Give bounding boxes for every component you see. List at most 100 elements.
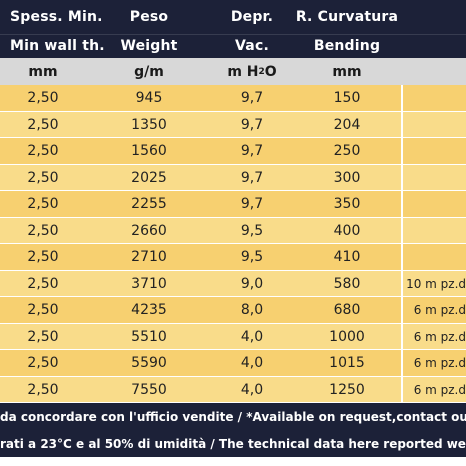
- cell-vacuum: 9,7: [212, 165, 292, 192]
- cell-packing-value: 6 m pz.d: [413, 329, 466, 344]
- cell-vacuum: 9,5: [212, 244, 292, 271]
- cell-wall-thickness: 2,50: [0, 324, 86, 351]
- cell-vacuum-value: 4,0: [240, 381, 264, 398]
- table-row: 2,50 2025 9,7 300: [0, 164, 466, 192]
- cell-bending-radius-value: 300: [333, 169, 361, 186]
- cell-vacuum-value: 9,0: [240, 275, 264, 292]
- cell-packing: 6 m pz.d: [402, 350, 466, 377]
- cell-wall-thickness-value: 2,50: [27, 116, 59, 133]
- cell-packing: [402, 218, 466, 245]
- cell-weight: 2025: [86, 165, 212, 192]
- cell-wall-thickness-value: 2,50: [27, 196, 59, 213]
- cell-wall-thickness: 2,50: [0, 244, 86, 271]
- cell-weight-value: 7550: [131, 381, 167, 398]
- header-bending-en: Bending: [313, 38, 381, 54]
- cell-wall-thickness-value: 2,50: [27, 249, 59, 266]
- column-divider: [401, 85, 403, 404]
- bottom-margin: [0, 457, 466, 466]
- cell-weight-value: 2660: [131, 222, 167, 239]
- cell-weight: 945: [86, 85, 212, 112]
- cell-weight: 2255: [86, 191, 212, 218]
- cell-bending-radius-value: 1015: [329, 355, 365, 372]
- cell-bending-radius-value: 150: [333, 90, 361, 107]
- cell-bending-radius: 400: [292, 218, 402, 245]
- cell-bending-radius-value: 400: [333, 222, 361, 239]
- cell-vacuum: 9,7: [212, 85, 292, 112]
- cell-vacuum: 4,0: [212, 350, 292, 377]
- cell-wall-thickness-value: 2,50: [27, 275, 59, 292]
- cell-weight: 1350: [86, 112, 212, 139]
- cell-wall-thickness-value: 2,50: [27, 90, 59, 107]
- cell-bending-radius-value: 580: [333, 275, 361, 292]
- table-row: 2,50 2255 9,7 350: [0, 191, 466, 218]
- cell-vacuum-value: 9,5: [240, 222, 264, 239]
- table-row: 2,50 945 9,7 150: [0, 85, 466, 112]
- cell-wall-thickness: 2,50: [0, 271, 86, 298]
- cell-vacuum: 9,0: [212, 271, 292, 298]
- cell-weight: 7550: [86, 377, 212, 404]
- cell-vacuum: 9,7: [212, 191, 292, 218]
- cell-bending-radius: 150: [292, 85, 402, 112]
- cell-bending-radius: 1015: [292, 350, 402, 377]
- cell-packing-value: 6 m pz.d: [413, 356, 466, 371]
- cell-wall-thickness: 2,50: [0, 297, 86, 324]
- cell-wall-thickness-value: 2,50: [27, 302, 59, 319]
- cell-packing: [402, 191, 466, 218]
- cell-weight: 2710: [86, 244, 212, 271]
- table-row: 2,50 7550 4,0 1250 6 m pz.d: [0, 376, 466, 404]
- cell-vacuum-value: 9,5: [240, 249, 264, 266]
- cell-bending-radius-value: 204: [333, 116, 361, 133]
- cell-bending-radius: 1000: [292, 324, 402, 351]
- cell-wall-thickness-value: 2,50: [27, 143, 59, 160]
- table-row: 2,50 2660 9,5 400: [0, 217, 466, 245]
- table-row: 2,50 1350 9,7 204: [0, 111, 466, 139]
- cell-wall-thickness: 2,50: [0, 377, 86, 404]
- cell-vacuum-value: 9,7: [240, 90, 264, 107]
- cell-weight: 5510: [86, 324, 212, 351]
- cell-wall-thickness-value: 2,50: [27, 381, 59, 398]
- cell-bending-radius-value: 410: [333, 249, 361, 266]
- cell-wall-thickness-value: 2,50: [27, 222, 59, 239]
- cell-weight-value: 5510: [131, 328, 167, 345]
- cell-weight: 2660: [86, 218, 212, 245]
- cell-packing-value: 6 m pz.d: [413, 303, 466, 318]
- cell-wall-thickness: 2,50: [0, 165, 86, 192]
- cell-bending-radius: 350: [292, 191, 402, 218]
- header-wall-thickness-en: Min wall th.: [10, 38, 105, 54]
- header-weight-en: Weight: [120, 38, 178, 54]
- cell-weight-value: 5590: [131, 355, 167, 372]
- cell-weight-value: 945: [135, 90, 163, 107]
- cell-bending-radius: 300: [292, 165, 402, 192]
- header-bending-it: R. Curvatura: [295, 9, 399, 25]
- header-wall-thickness-it: Spess. Min.: [10, 9, 103, 25]
- cell-weight-value: 2255: [131, 196, 167, 213]
- table-row: 2,50 5590 4,0 1015 6 m pz.d: [0, 350, 466, 377]
- footnote-test-conditions-text: rati a 23°C e al 50% di umidità / The te…: [0, 436, 466, 451]
- table-row: 2,50 1560 9,7 250: [0, 138, 466, 165]
- cell-weight-value: 2710: [131, 249, 167, 266]
- cell-wall-thickness-value: 2,50: [27, 169, 59, 186]
- cell-vacuum: 9,7: [212, 138, 292, 165]
- cell-wall-thickness: 2,50: [0, 218, 86, 245]
- cell-packing: [402, 244, 466, 271]
- cell-vacuum-value: 8,0: [240, 302, 264, 319]
- cell-packing: 6 m pz.d: [402, 377, 466, 404]
- cell-vacuum-value: 9,7: [240, 196, 264, 213]
- cell-wall-thickness: 2,50: [0, 191, 86, 218]
- header-vacuum-it: Depr.: [230, 9, 274, 25]
- cell-wall-thickness: 2,50: [0, 85, 86, 112]
- cell-weight: 3710: [86, 271, 212, 298]
- unit-weight: g/m: [134, 63, 164, 80]
- unit-wall-thickness: mm: [28, 63, 58, 80]
- cell-vacuum: 4,0: [212, 324, 292, 351]
- cell-packing-value: 10 m pz.d: [406, 276, 466, 291]
- cell-vacuum: 8,0: [212, 297, 292, 324]
- header-row-english: Min wall th. Weight Vac. Bending: [0, 34, 466, 58]
- cell-bending-radius: 580: [292, 271, 402, 298]
- table-row: 2,50 2710 9,5 410: [0, 244, 466, 271]
- unit-bending: mm: [332, 63, 362, 80]
- table-row: 2,50 5510 4,0 1000 6 m pz.d: [0, 323, 466, 351]
- cell-packing: 10 m pz.d: [402, 271, 466, 298]
- cell-weight-value: 4235: [131, 302, 167, 319]
